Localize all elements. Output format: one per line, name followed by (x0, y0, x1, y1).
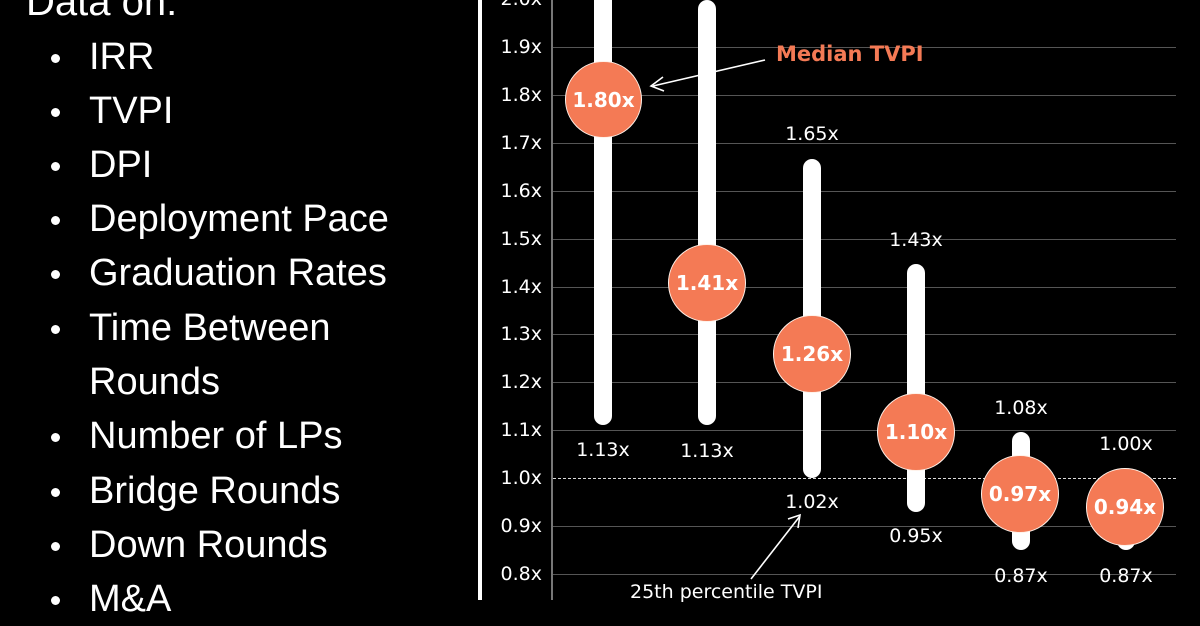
annotation-arrows (649, 59, 801, 580)
median-arrow-line (652, 59, 766, 87)
gridline (553, 47, 1176, 48)
upper-value-label: 1.08x (994, 397, 1048, 419)
gridline (553, 143, 1176, 144)
list-item: Deployment Pace (51, 192, 389, 246)
arrowhead-icon (649, 76, 665, 92)
median-annotation: Median TVPI (776, 42, 924, 66)
bullet-icon (51, 433, 60, 442)
y-tick-label: 1.3x (500, 323, 542, 345)
median-marker: 1.26x (773, 315, 851, 393)
y-tick-label: 1.9x (500, 36, 542, 58)
gridline (553, 95, 1176, 96)
y-axis-line (551, 0, 553, 600)
gridline (553, 334, 1176, 335)
y-tick-label: 1.4x (500, 276, 542, 298)
list-item: IRR (51, 30, 154, 84)
median-marker: 0.94x (1086, 468, 1164, 546)
gridline (553, 574, 1176, 575)
lower-value-label: 1.02x (785, 491, 839, 513)
lower-value-label: 0.95x (889, 525, 943, 547)
list-item: DPI (51, 138, 152, 192)
gridline (553, 382, 1176, 383)
y-tick-label: 1.5x (500, 228, 542, 250)
panel-divider (478, 0, 482, 600)
bullet-icon (51, 488, 60, 497)
gridline (553, 526, 1176, 527)
y-tick-label: 2.0x (501, 0, 542, 9)
lower-value-label: 0.87x (1099, 565, 1153, 587)
arrowhead-icon (787, 513, 801, 529)
median-marker: 1.41x (668, 244, 746, 322)
bullet-icon (51, 542, 60, 551)
y-tick-label: 1.6x (500, 180, 542, 202)
left-panel: Data on: IRR TVPI DPI Deployment Pace Gr… (0, 0, 478, 620)
list-item: Number of LPs (51, 409, 342, 463)
y-tick-label: 0.9x (500, 515, 542, 537)
list-item: Graduation Rates (51, 246, 387, 300)
lower-value-label: 1.13x (680, 440, 734, 462)
list-item: Time Between (51, 301, 330, 355)
bullet-icon (51, 108, 60, 117)
reference-line-1x (553, 478, 1176, 479)
y-tick-label: 1.1x (500, 419, 542, 441)
lower-value-label: 1.13x (576, 439, 630, 461)
gridline (553, 287, 1176, 288)
y-tick-label: 1.0x (500, 467, 542, 489)
bullet-icon (51, 162, 60, 171)
p25-arrow-line (750, 515, 801, 580)
gridline (553, 430, 1176, 431)
median-marker: 1.10x (877, 393, 955, 471)
gridline (553, 191, 1176, 192)
bullet-icon (51, 54, 60, 63)
median-marker: 1.80x (565, 61, 642, 138)
median-marker: 0.97x (981, 455, 1059, 533)
upper-value-label: 1.65x (785, 123, 839, 145)
bullet-icon (51, 216, 60, 225)
list-item: Down Rounds (51, 518, 328, 572)
y-tick-label: 1.7x (500, 132, 542, 154)
upper-value-label: 1.43x (889, 229, 943, 251)
bullet-icon (51, 325, 60, 334)
y-tick-label: 1.8x (500, 84, 542, 106)
lower-value-label: 0.87x (994, 565, 1048, 587)
y-tick-label: 1.2x (500, 371, 542, 393)
list-heading: Data on: (26, 0, 178, 24)
y-tick-label: 0.8x (500, 563, 542, 585)
p25-annotation: 25th percentile TVPI (630, 581, 823, 603)
gridline (553, 239, 1176, 240)
list-item-continuation: Rounds (89, 361, 220, 403)
list-item: TVPI (51, 84, 173, 138)
list-item: Bridge Rounds (51, 464, 340, 518)
upper-value-label: 1.00x (1099, 433, 1153, 455)
bullet-icon (51, 270, 60, 279)
